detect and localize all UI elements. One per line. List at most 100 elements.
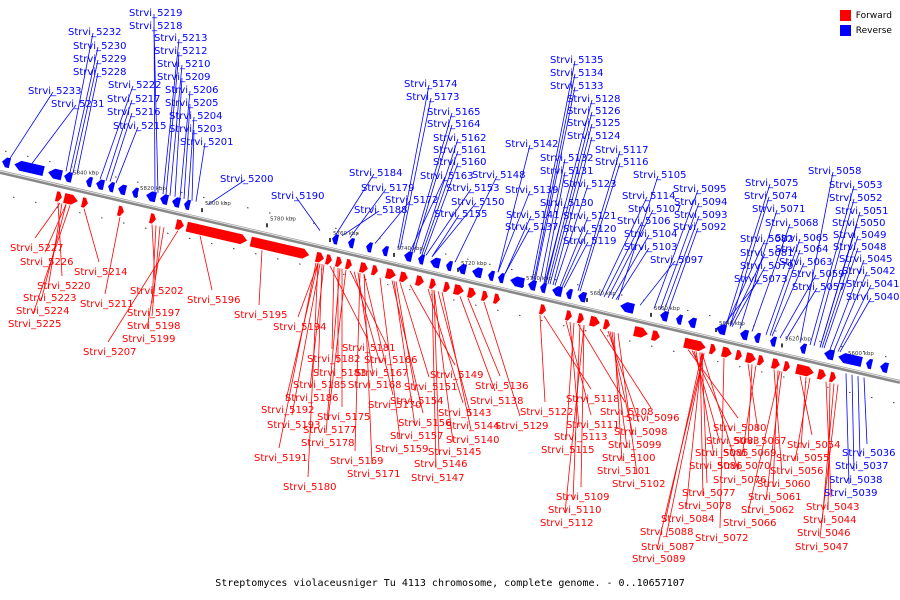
reverse-gene-label: Strvi_5213 <box>154 33 208 44</box>
reverse-gene-label: Strvi_5097 <box>650 255 704 266</box>
forward-gene-label: Strvi_5072 <box>695 533 749 544</box>
forward-gene-label: Strvi_5078 <box>678 501 732 512</box>
reverse-gene-label: Strvi_5079 <box>740 261 794 272</box>
forward-gene-label: Strvi_5199 <box>122 334 176 345</box>
forward-gene-arrow <box>492 293 500 304</box>
forward-gene-arrow <box>314 251 324 263</box>
legend-reverse-swatch <box>839 25 851 36</box>
forward-gene-label: Strvi_5140 <box>446 435 500 446</box>
forward-gene-label: Strvi_5169 <box>330 456 384 467</box>
legend-forward-label: Forward <box>855 10 892 21</box>
forward-gene-label: Strvi_5088 <box>640 527 694 538</box>
forward-gene-label: Strvi_5112 <box>540 518 594 529</box>
forward-gene-label: Strvi_5047 <box>795 542 849 553</box>
reverse-gene-arrow <box>118 184 128 196</box>
forward-gene-label: Strvi_5096 <box>626 413 680 424</box>
reverse-gene-arrow <box>716 324 728 336</box>
reverse-gene-label: Strvi_5036 <box>842 448 896 459</box>
reverse-gene-label: Strvi_5179 <box>361 183 415 194</box>
forward-gene-label: Strvi_5157 <box>390 431 444 442</box>
forward-gene-arrow <box>683 337 706 352</box>
forward-gene-label: Strvi_5170 <box>368 400 422 411</box>
reverse-gene-label: Strvi_5204 <box>169 111 223 122</box>
reverse-gene-arrow <box>770 336 778 347</box>
reverse-gene-arrow <box>488 270 496 282</box>
forward-gene-label: Strvi_5198 <box>127 321 181 332</box>
reverse-gene-arrow <box>740 329 750 341</box>
forward-gene-arrow <box>334 256 342 267</box>
reverse-gene-arrow <box>348 238 356 249</box>
forward-gene-label: Strvi_5167 <box>355 368 409 379</box>
gene-features <box>2 157 890 383</box>
reverse-gene-arrow <box>172 197 182 208</box>
reverse-gene-label: Strvi_5071 <box>752 204 806 215</box>
legend-reverse: Reverse <box>839 23 892 38</box>
reverse-gene-label: Strvi_5218 <box>129 21 183 32</box>
reverse-gene-label: Strvi_5203 <box>169 124 223 135</box>
forward-gene-label: Strvi_5195 <box>234 310 288 321</box>
reverse-gene-arrow <box>458 263 468 275</box>
forward-gene-label: Strvi_5192 <box>261 405 315 416</box>
scale-tick-label: 5620 kbp <box>785 336 811 342</box>
reverse-gene-label: Strvi_5095 <box>673 184 727 195</box>
reverse-gene-label: Strvi_5045 <box>839 254 893 265</box>
forward-gene-label: Strvi_5220 <box>37 281 91 292</box>
forward-gene-arrow <box>344 258 352 270</box>
forward-gene-label: Strvi_5077 <box>682 488 736 499</box>
reverse-gene-label: Strvi_5058 <box>808 166 862 177</box>
reverse-gene-label: Strvi_5163 <box>420 171 474 182</box>
reverse-gene-label: Strvi_5200 <box>220 174 274 185</box>
forward-gene-label: Strvi_5100 <box>602 453 656 464</box>
reverse-gene-arrow <box>620 302 635 314</box>
forward-gene-arrow <box>708 343 716 355</box>
reverse-gene-label: Strvi_5106 <box>617 216 671 227</box>
forward-gene-label: Strvi_5180 <box>283 482 337 493</box>
reverse-gene-label: Strvi_5172 <box>385 195 439 206</box>
forward-gene-arrow <box>324 254 332 265</box>
forward-gene-label: Strvi_5171 <box>347 469 401 480</box>
forward-gene-arrow <box>398 271 408 283</box>
reverse-gene-arrow <box>510 276 525 289</box>
reverse-gene-label: Strvi_5107 <box>628 204 682 215</box>
reverse-gene-arrow <box>108 182 116 193</box>
forward-gene-arrow <box>782 361 790 372</box>
reverse-gene-arrow <box>96 179 106 191</box>
reverse-gene-arrow <box>2 157 12 169</box>
reverse-gene-label: Strvi_5057 <box>792 282 846 293</box>
forward-gene-arrow <box>633 326 648 338</box>
reverse-gene-label: Strvi_5142 <box>505 139 559 150</box>
forward-gene-arrow <box>734 349 742 361</box>
genome-caption: Streptomyces violaceusniger Tu 4113 chro… <box>215 578 685 589</box>
forward-gene-label: Strvi_5102 <box>612 479 666 490</box>
legend-forward: Forward <box>839 8 892 23</box>
forward-gene-label: Strvi_5099 <box>608 440 662 451</box>
reverse-gene-arrow <box>160 194 170 206</box>
reverse-gene-label: Strvi_5048 <box>833 242 887 253</box>
forward-gene-label: Strvi_5183 <box>313 368 367 379</box>
forward-gene-label: Strvi_5226 <box>20 257 74 268</box>
reverse-gene-label: Strvi_5037 <box>835 461 889 472</box>
forward-gene-label: Strvi_5143 <box>438 408 492 419</box>
forward-gene-arrow <box>538 304 546 315</box>
scale-tick-label: 5600 kbp <box>848 351 874 357</box>
reverse-gene-label: Strvi_5074 <box>744 191 798 202</box>
forward-gene-label: Strvi_5054 <box>787 440 841 451</box>
reverse-gene-label: Strvi_5155 <box>434 209 488 220</box>
reverse-gene-label: Strvi_5219 <box>129 8 183 19</box>
forward-gene-arrow <box>249 236 310 259</box>
reverse-gene-arrow <box>146 191 158 203</box>
reverse-gene-label: Strvi_5041 <box>846 279 900 290</box>
reverse-gene-label: Strvi_5209 <box>157 72 211 83</box>
reverse-gene-label: Strvi_5039 <box>824 488 878 499</box>
reverse-gene-label: Strvi_5135 <box>550 55 604 66</box>
reverse-gene-arrow <box>552 286 564 297</box>
reverse-gene-label: Strvi_5038 <box>829 475 883 486</box>
reverse-gene-arrow <box>184 199 192 211</box>
forward-gene-label: Strvi_5147 <box>411 473 465 484</box>
reverse-gene-label: Strvi_5164 <box>427 119 481 130</box>
forward-gene-label: Strvi_5144 <box>446 421 500 432</box>
reverse-gene-label: Strvi_5063 <box>779 257 833 268</box>
forward-gene-label: Strvi_5202 <box>130 286 184 297</box>
forward-gene-label: Strvi_5156 <box>398 418 452 429</box>
forward-gene-label: Strvi_5056 <box>770 466 824 477</box>
